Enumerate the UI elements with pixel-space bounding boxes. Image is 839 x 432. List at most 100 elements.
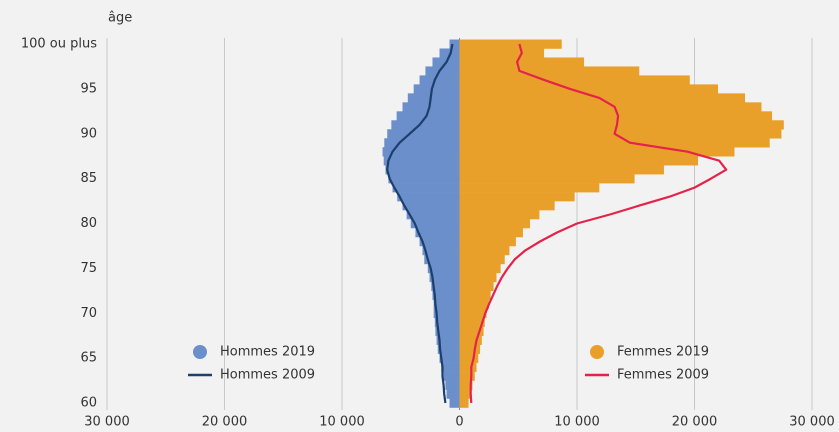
bar <box>402 102 460 112</box>
bar <box>388 174 460 184</box>
bar <box>459 317 485 328</box>
bar <box>459 254 505 265</box>
bar <box>459 84 718 94</box>
bar <box>435 326 460 336</box>
y-tick-label: 75 <box>80 261 97 276</box>
legend-label: Hommes 2019 <box>220 345 315 360</box>
bar <box>436 335 460 345</box>
x-tick-label: 10 000 <box>554 415 600 430</box>
legend-label: Femmes 2009 <box>617 368 709 383</box>
bar <box>433 299 460 310</box>
bar <box>383 156 460 166</box>
bar <box>459 210 540 220</box>
bar <box>446 389 460 399</box>
bar <box>459 227 523 238</box>
bar <box>459 299 489 310</box>
bar <box>459 344 481 354</box>
bar <box>406 210 460 220</box>
bar <box>459 353 479 363</box>
x-tick-label: 20 000 <box>672 415 718 430</box>
y-tick-label: 90 <box>80 126 97 141</box>
x-tick-label: 0 <box>455 415 463 430</box>
x-tick-label: 10 000 <box>319 415 365 430</box>
bar <box>459 39 562 49</box>
bar <box>459 245 510 256</box>
bar <box>459 371 475 381</box>
bar <box>459 174 635 184</box>
legend-label: Femmes 2019 <box>617 345 709 360</box>
legend-label: Hommes 2009 <box>220 368 315 383</box>
bar <box>397 192 460 202</box>
bar <box>443 371 460 381</box>
bar <box>459 111 773 121</box>
bar <box>441 362 460 372</box>
bar <box>387 129 460 139</box>
bar <box>391 120 460 130</box>
y-tick-label: 60 <box>80 396 97 411</box>
bar <box>459 380 473 390</box>
bar <box>459 326 484 336</box>
y-tick-label: 80 <box>80 216 97 231</box>
bar <box>429 272 460 283</box>
bar <box>433 308 460 319</box>
bar <box>382 147 460 157</box>
legend-marker <box>590 345 604 359</box>
bar <box>459 66 640 76</box>
bar <box>459 102 762 112</box>
bar <box>459 308 487 319</box>
legend-marker <box>193 345 207 359</box>
bar <box>459 57 585 67</box>
bar <box>459 362 477 372</box>
line <box>469 43 728 404</box>
bar <box>422 245 460 256</box>
bar <box>425 66 460 76</box>
bar <box>459 75 690 85</box>
bar <box>449 39 460 49</box>
bar <box>459 120 784 130</box>
y-tick-label: 95 <box>80 81 97 96</box>
x-tick-label: 30 000 <box>84 415 130 430</box>
bar <box>459 281 494 292</box>
bar <box>459 263 501 274</box>
bar <box>459 219 530 229</box>
bar <box>407 93 460 103</box>
bar <box>434 317 460 328</box>
bar <box>459 201 555 211</box>
y-axis-label: âge <box>108 11 132 26</box>
bar <box>459 147 735 157</box>
bar <box>431 281 460 292</box>
bar <box>415 227 460 238</box>
bar <box>385 165 460 175</box>
bar <box>410 219 460 229</box>
bar <box>427 263 460 274</box>
bar <box>459 129 782 139</box>
y-tick-label: 100 ou plus <box>21 37 97 52</box>
bar <box>459 48 545 58</box>
bar <box>459 156 699 166</box>
bar <box>413 84 460 94</box>
bar <box>459 398 469 408</box>
bar <box>459 236 516 247</box>
bar <box>445 380 460 390</box>
bar <box>424 254 460 265</box>
bar <box>459 335 482 345</box>
line <box>386 43 454 404</box>
bar <box>402 201 460 211</box>
bar <box>459 272 497 283</box>
bar <box>419 236 460 247</box>
bar <box>392 183 460 193</box>
bar <box>459 138 770 148</box>
bar <box>439 353 460 363</box>
x-tick-label: 30 000 <box>789 415 835 430</box>
bar <box>459 290 491 301</box>
bar <box>459 183 600 193</box>
bar <box>384 138 460 148</box>
bar <box>459 192 575 202</box>
y-tick-label: 65 <box>80 351 97 366</box>
y-tick-label: 70 <box>80 306 97 321</box>
bar <box>459 165 664 175</box>
bar <box>419 75 460 85</box>
bar <box>437 344 460 354</box>
bar <box>432 290 460 301</box>
